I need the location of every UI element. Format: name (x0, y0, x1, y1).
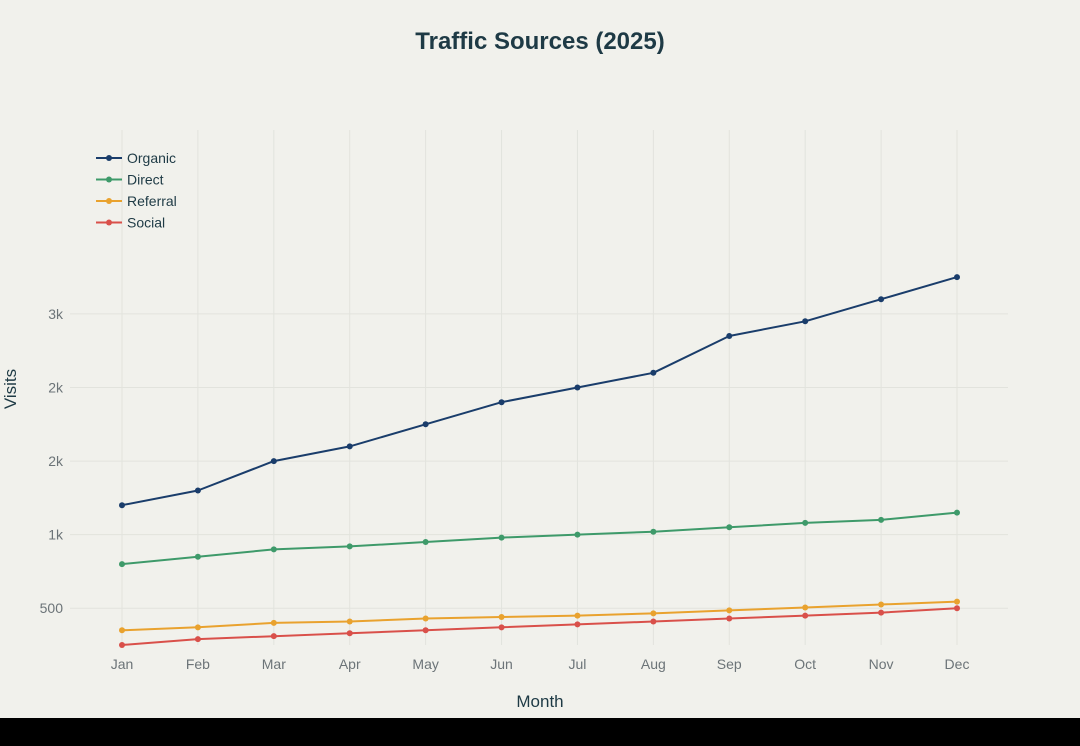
data-point-social (119, 642, 125, 648)
data-point-social (650, 618, 657, 625)
data-point-organic (574, 384, 581, 391)
x-tick-label: Jul (569, 656, 587, 672)
x-tick-label: Jan (111, 656, 134, 672)
legend: Organic Direct Referral Social (96, 150, 177, 231)
series-line-organic (121, 276, 958, 507)
data-point-referral (498, 614, 505, 621)
data-point-referral (422, 615, 429, 622)
data-point-direct (954, 509, 960, 516)
data-point-social (498, 624, 505, 631)
data-point-direct (498, 534, 505, 541)
data-point-direct (346, 543, 353, 550)
series-line-referral (121, 600, 958, 632)
legend-swatch-marker (106, 198, 112, 204)
data-point-referral (726, 607, 733, 614)
data-point-direct (270, 546, 277, 553)
data-point-organic (954, 274, 960, 281)
data-point-social (270, 633, 277, 640)
y-tick-label: 2k (48, 453, 64, 469)
y-axis-ticks: 500 1k 2k 2k 3k (40, 306, 64, 616)
data-point-social (422, 627, 429, 634)
data-point-direct (802, 519, 809, 526)
chart-title: Traffic Sources (2025) (415, 28, 665, 55)
series-line-direct (121, 511, 958, 566)
x-tick-label: Mar (262, 656, 286, 672)
data-point-direct (422, 539, 429, 545)
data-point-organic (650, 369, 657, 376)
x-tick-label: Aug (641, 656, 666, 672)
grid-lines (70, 130, 1008, 645)
x-tick-label: Apr (339, 656, 361, 672)
data-point-referral (346, 618, 353, 625)
data-point-social (194, 636, 201, 643)
data-point-organic (346, 443, 353, 450)
y-tick-label: 3k (48, 306, 64, 322)
series-line-social (121, 607, 958, 646)
data-points (119, 274, 960, 648)
data-point-social (574, 621, 581, 628)
data-point-direct (119, 561, 125, 568)
y-axis-title: Visits (1, 369, 20, 409)
data-point-direct (194, 553, 201, 560)
legend-label-referral: Referral (127, 193, 177, 209)
legend-swatch-marker (106, 219, 112, 226)
data-point-referral (574, 612, 581, 619)
legend-label-organic: Organic (127, 150, 176, 166)
legend-swatch-marker (106, 155, 112, 161)
data-point-organic (878, 296, 885, 303)
data-point-social (726, 615, 733, 622)
data-point-direct (650, 528, 657, 535)
data-point-referral (954, 598, 960, 605)
data-point-organic (422, 421, 429, 428)
x-axis-title: Month (516, 692, 563, 711)
data-point-referral (270, 619, 277, 626)
data-point-organic (119, 502, 125, 509)
y-tick-label: 1k (48, 527, 64, 543)
data-point-organic (802, 318, 809, 325)
x-tick-label: Oct (794, 656, 816, 672)
data-point-referral (119, 627, 125, 634)
data-point-social (878, 609, 885, 616)
y-tick-label: 2k (48, 380, 64, 396)
x-axis-ticks: Jan Feb Mar Apr May Jun Jul Aug Sep Oct Nov Dec (111, 656, 970, 672)
data-point-social (954, 605, 960, 612)
x-tick-label: Sep (717, 656, 742, 672)
y-tick-label: 500 (40, 600, 64, 616)
data-point-organic (270, 458, 277, 465)
data-point-direct (726, 524, 733, 531)
legend-label-social: Social (127, 215, 165, 231)
x-tick-label: May (412, 656, 438, 672)
data-point-direct (574, 531, 581, 538)
data-point-referral (650, 610, 657, 617)
screen-bottom-bar (0, 718, 1080, 746)
x-tick-label: Dec (945, 656, 970, 672)
x-tick-label: Jun (490, 656, 513, 672)
x-tick-label: Feb (186, 656, 210, 672)
legend-label-direct: Direct (127, 172, 164, 188)
data-point-organic (498, 399, 505, 406)
series-lines (121, 276, 958, 646)
x-tick-label: Nov (869, 656, 894, 672)
data-point-referral (878, 601, 885, 608)
data-point-social (346, 630, 353, 637)
legend-swatch-marker (106, 176, 112, 183)
data-point-referral (802, 604, 809, 611)
data-point-organic (726, 333, 733, 339)
data-point-social (802, 612, 809, 619)
data-point-organic (194, 487, 201, 494)
data-point-referral (194, 624, 201, 631)
data-point-direct (878, 516, 885, 523)
